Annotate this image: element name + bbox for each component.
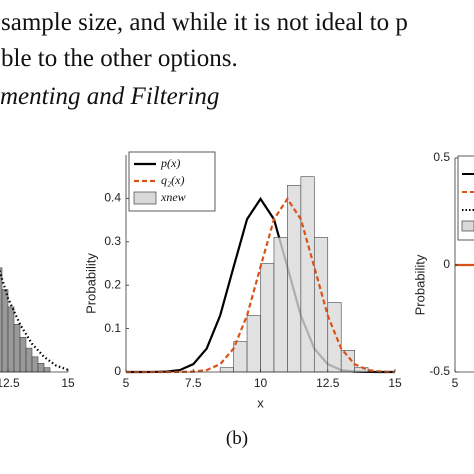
x-tick-label: 12.5 xyxy=(316,376,340,390)
x-tick-label: 10 xyxy=(254,376,268,390)
y-tick-label: 0.3 xyxy=(104,234,121,248)
y-tick-label: 0 xyxy=(443,257,450,271)
legend-label: q₂(x) xyxy=(161,173,185,187)
histogram-bar xyxy=(273,237,288,373)
histogram-bar xyxy=(7,306,15,373)
y-tick-label: 0.4 xyxy=(104,191,121,205)
histogram-bar xyxy=(43,367,51,373)
x-tick-label: 12.5 xyxy=(0,376,20,390)
histogram-bar xyxy=(246,315,261,373)
paragraph-line: ble to the other options. xyxy=(1,45,238,72)
legend-label: xnew xyxy=(160,190,186,204)
y-tick-label: 0.2 xyxy=(104,277,121,291)
histogram-bar xyxy=(25,347,33,373)
curve xyxy=(0,268,69,371)
x-tick-label: 15 xyxy=(61,376,75,390)
legend-sample xyxy=(461,220,474,232)
x-tick-label: 15 xyxy=(388,376,402,390)
chart-panel: 5 7.5 10 12.5 15 0 0.1 0.2 0.3 0.4 x Probability p(x… xyxy=(83,151,402,410)
x-tick-label: 5 xyxy=(123,376,130,390)
histogram-bar xyxy=(13,323,21,373)
histogram-bar xyxy=(1,289,9,373)
histogram-bar xyxy=(300,176,315,373)
chart-panel: 12.5 15 xyxy=(0,267,75,390)
histogram-bar xyxy=(219,367,234,373)
histogram-bar xyxy=(19,336,27,373)
x-tick-label: 7.5 xyxy=(185,376,202,390)
histogram-bar xyxy=(31,356,39,373)
histogram-bar xyxy=(260,263,275,373)
legend-swatch xyxy=(133,191,157,205)
histogram-bar xyxy=(233,341,248,373)
histogram-bar xyxy=(37,363,45,373)
legend-box xyxy=(457,155,474,241)
section-heading: menting and Filtering xyxy=(0,83,219,110)
y-tick-label: 0.1 xyxy=(104,321,121,335)
histogram-bar xyxy=(313,237,329,373)
histogram-bar xyxy=(340,349,355,373)
figure-caption: (b) xyxy=(226,428,248,449)
histogram-bar xyxy=(327,302,342,373)
y-axis-label: Probability xyxy=(412,254,427,315)
legend-label: p(x) xyxy=(160,156,180,170)
y-tick-label: 0 xyxy=(114,364,121,378)
y-tick-label: 0.5 xyxy=(433,150,450,164)
x-tick-label: 5 xyxy=(452,376,459,390)
paragraph-line: sample size, and while it is not ideal t… xyxy=(1,9,408,36)
y-axis-label: Probability xyxy=(83,253,98,314)
x-axis-label: x xyxy=(257,395,264,410)
y-tick-label: -0.5 xyxy=(429,364,450,378)
histogram-bar xyxy=(287,185,302,373)
chart-panel: 5-0.5 0 0.5 Probability xyxy=(412,150,474,390)
